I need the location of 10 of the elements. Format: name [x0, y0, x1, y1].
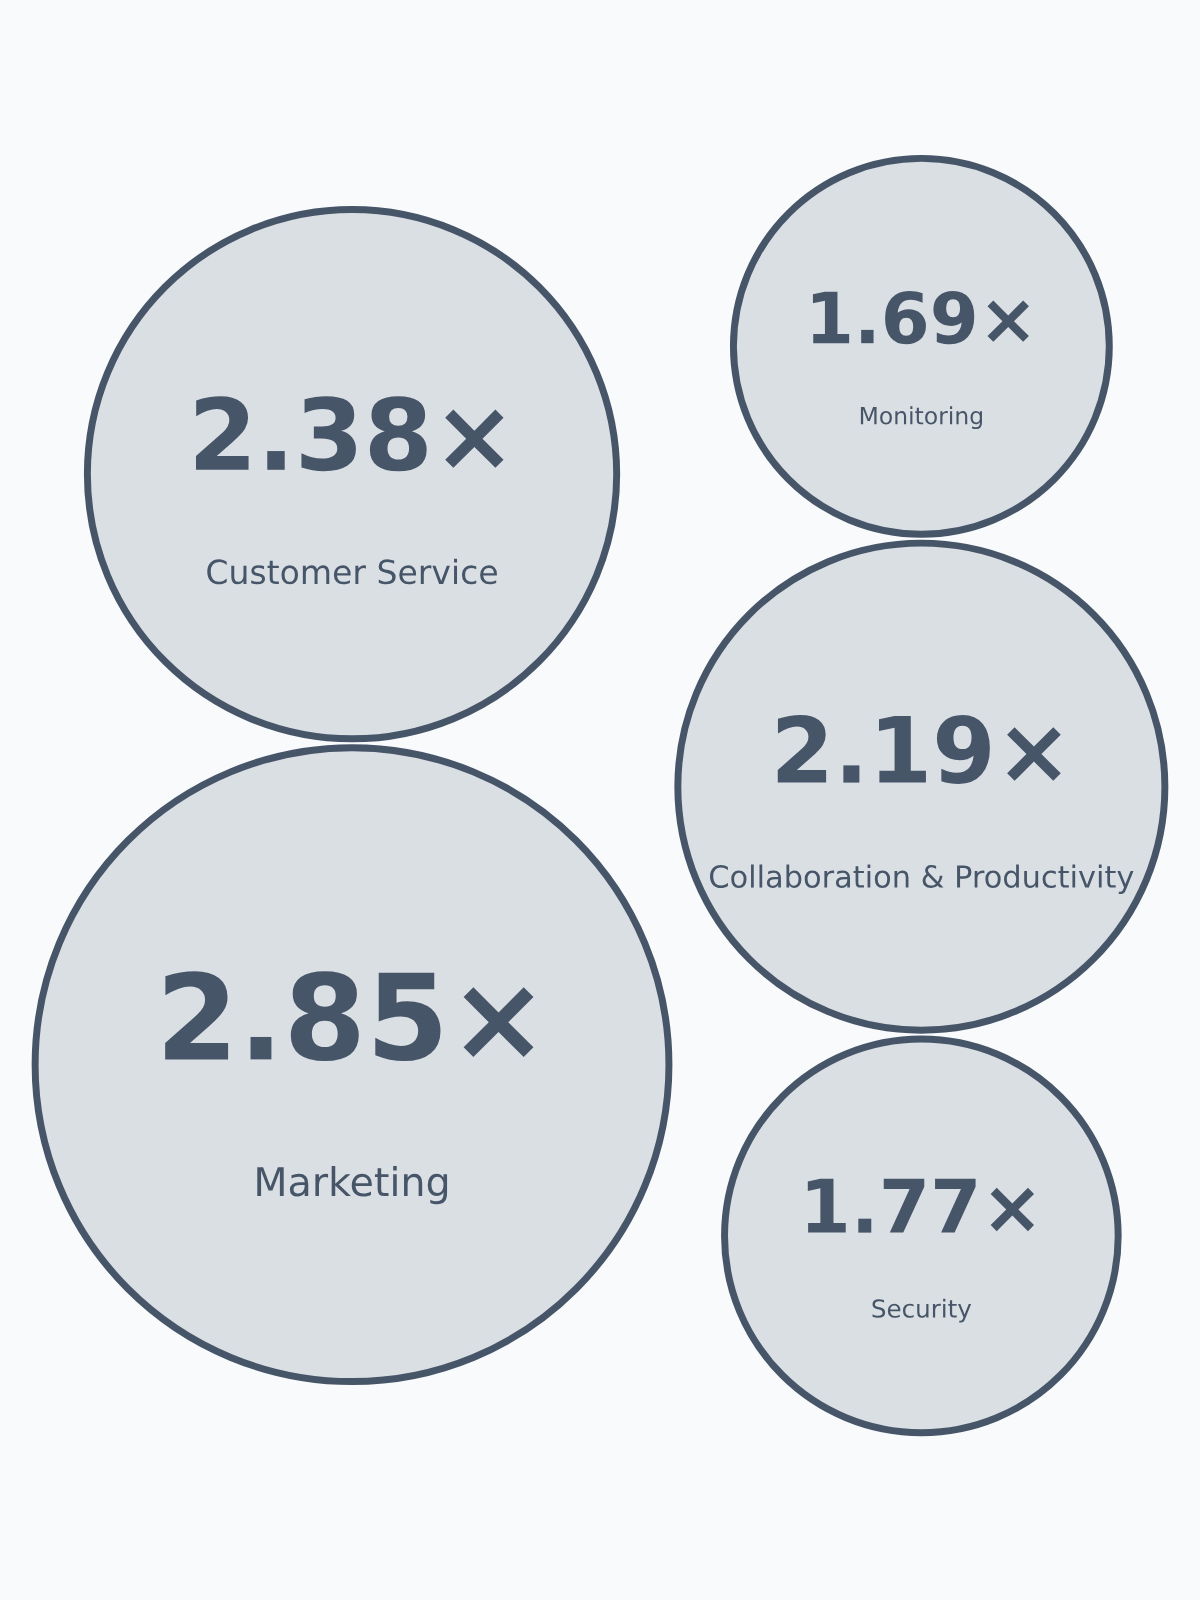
category-label: Customer Service	[207, 558, 497, 585]
category-label: Security	[872, 1298, 972, 1323]
data-label: 2.85×	[165, 971, 534, 1062]
category-label: Marketing	[257, 1165, 448, 1205]
category-label: Collaboration & Productivity	[710, 864, 1134, 894]
category-label: Monitoring	[860, 406, 982, 430]
data-label: 1.77×	[807, 1178, 1035, 1233]
data-label: 1.69×	[812, 291, 1029, 345]
data-label: 2.38×	[195, 396, 504, 472]
data-label: 2.19×	[777, 714, 1061, 784]
